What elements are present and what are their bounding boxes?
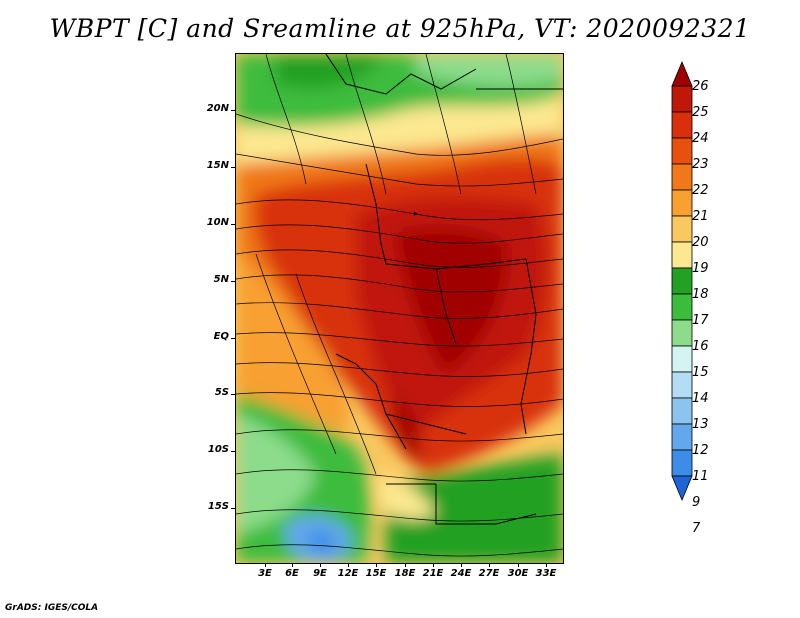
lon-label: 6E [285,568,299,579]
colorbar-segment [671,85,693,113]
lat-tick [231,394,235,395]
colorbar-segment [671,189,693,217]
colorbar-label: 12 [692,443,709,458]
lon-label: 27E [478,568,500,579]
lat-label: EQ [213,331,229,342]
colorbar-segment [671,137,693,165]
colorbar-segment [671,397,693,425]
lon-tick [348,563,349,567]
temperature-shading [236,54,563,563]
colorbar-segment [671,267,693,295]
lon-label: 12E [337,568,359,579]
lon-tick [489,563,490,567]
lon-label: 3E [258,568,272,579]
lat-tick [231,224,235,225]
lat-tick [231,167,235,168]
lon-tick [433,563,434,567]
colorbar-label: 17 [692,313,709,328]
colorbar-arrow-bottom [671,475,693,502]
lon-tick [546,563,547,567]
lat-label: 5N [213,274,229,285]
colorbar-segment [671,163,693,191]
colorbar-segment [671,449,693,477]
colorbar-segment [671,293,693,321]
colorbar-label: 23 [692,157,709,172]
lat-label: 15N [206,160,229,171]
colorbar-arrow-top [671,60,693,87]
lon-label: 9E [313,568,327,579]
colorbar-label: 21 [692,209,709,224]
colorbar [671,60,693,502]
colorbar-label: 13 [692,417,709,432]
lon-label: 15E [365,568,387,579]
colorbar-label: 18 [692,287,709,302]
lon-tick [376,563,377,567]
lon-tick [461,563,462,567]
lon-tick [292,563,293,567]
colorbar-label: 14 [692,391,709,406]
wbpt-field-map [236,54,563,563]
lat-tick [231,110,235,111]
colorbar-label: 16 [692,339,709,354]
map-panel [235,53,564,564]
colorbar-segment [671,371,693,399]
colorbar-label: 24 [692,131,709,146]
colorbar-label: 7 [692,521,701,536]
lat-label: 10S [207,444,229,455]
colorbar-label: 15 [692,365,709,380]
lon-tick [405,563,406,567]
lat-label: 20N [206,103,229,114]
lon-tick [518,563,519,567]
lon-label: 21E [422,568,444,579]
colorbar-label: 9 [692,495,701,510]
lon-label: 18E [394,568,416,579]
map-title: WBPT [C] and Sreamline at 925hPa, VT: 20… [49,14,751,43]
lat-tick [231,281,235,282]
lat-tick [231,451,235,452]
colorbar-label: 22 [692,183,709,198]
lon-label: 33E [535,568,557,579]
colorbar-label: 20 [692,235,709,250]
lon-tick [265,563,266,567]
colorbar-label: 19 [692,261,709,276]
country-borders [325,54,563,525]
colorbar-label: 26 [692,79,709,94]
colorbar-segment [671,345,693,373]
colorbar-segment [671,423,693,451]
lat-label: 10N [206,217,229,228]
lat-label: 5S [214,387,229,398]
colorbar-segment [671,319,693,347]
colorbar-label: 11 [692,469,709,484]
lon-label: 30E [507,568,529,579]
lon-label: 24E [450,568,472,579]
lat-tick [231,338,235,339]
lat-label: 15S [207,501,229,512]
colorbar-segment [671,215,693,243]
grads-credit: GrADS: IGES/COLA [5,603,99,613]
lat-tick [231,508,235,509]
colorbar-label: 25 [692,105,709,120]
lon-tick [320,563,321,567]
colorbar-segment [671,111,693,139]
colorbar-segment [671,241,693,269]
